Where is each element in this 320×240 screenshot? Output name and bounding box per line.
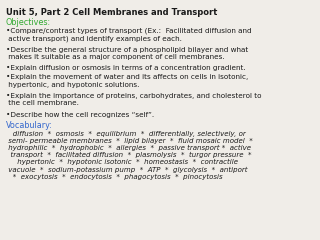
Text: •Explain the movement of water and its affects on cells in isotonic,
 hypertonic: •Explain the movement of water and its a… <box>6 74 248 88</box>
Text: •Explain the importance of proteins, carbohydrates, and cholesterol to
 the cell: •Explain the importance of proteins, car… <box>6 93 261 106</box>
Text: •Describe how the cell recognizes “self”.: •Describe how the cell recognizes “self”… <box>6 112 154 118</box>
Text: •Explain diffusion or osmosis in terms of a concentration gradient.: •Explain diffusion or osmosis in terms o… <box>6 65 246 71</box>
Text: Objectives:: Objectives: <box>6 18 51 27</box>
Text: diffusion  *  osmosis  *  equilibrium  *  differentially, selectively, or
 semi-: diffusion * osmosis * equilibrium * diff… <box>6 131 253 180</box>
Text: Unit 5, Part 2 Cell Membranes and Transport: Unit 5, Part 2 Cell Membranes and Transp… <box>6 8 217 17</box>
Text: •Compare/contrast types of transport (Ex.:  Facilitated diffusion and
 active tr: •Compare/contrast types of transport (Ex… <box>6 28 252 42</box>
Text: •Describe the general structure of a phospholipid bilayer and what
 makes it sui: •Describe the general structure of a pho… <box>6 47 248 60</box>
Text: Vocabulary:: Vocabulary: <box>6 121 53 130</box>
